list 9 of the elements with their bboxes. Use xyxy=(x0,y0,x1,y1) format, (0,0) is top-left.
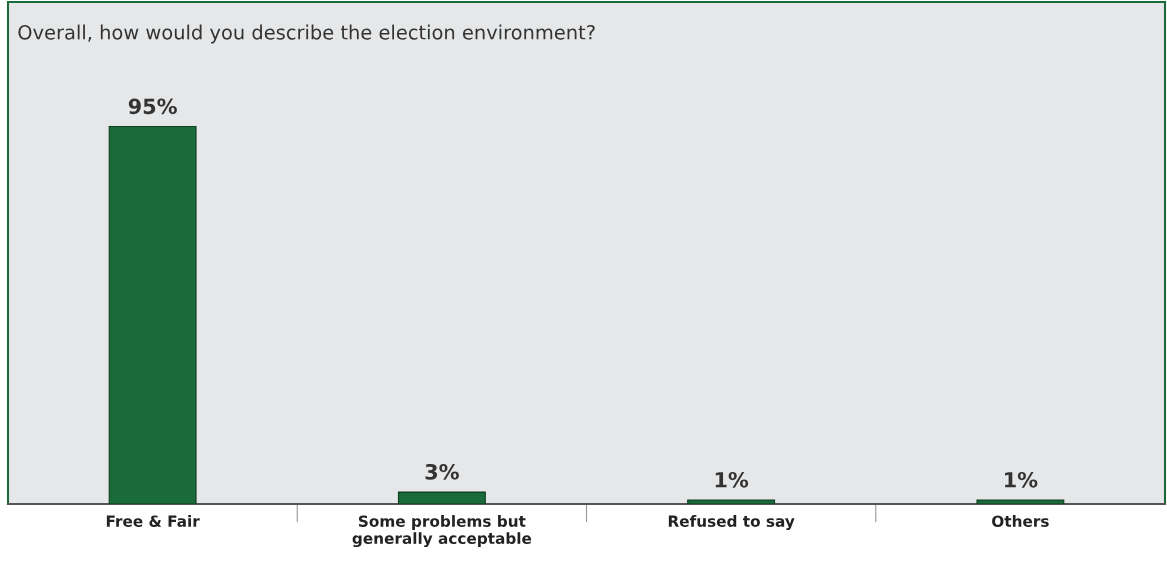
x-tick-label: Some problems but generally acceptable xyxy=(352,515,532,548)
data-label: 3% xyxy=(425,463,459,480)
data-label: 1% xyxy=(715,471,749,488)
x-tick-label: Refused to say xyxy=(668,515,795,531)
data-label: 1% xyxy=(1005,471,1038,488)
x-tick-label: Others xyxy=(992,515,1049,527)
x-tick-label: Free & Fair xyxy=(106,515,200,527)
data-label: 95% xyxy=(128,98,177,115)
chart-title: Overall, how would you describe the election environment? xyxy=(18,24,595,44)
